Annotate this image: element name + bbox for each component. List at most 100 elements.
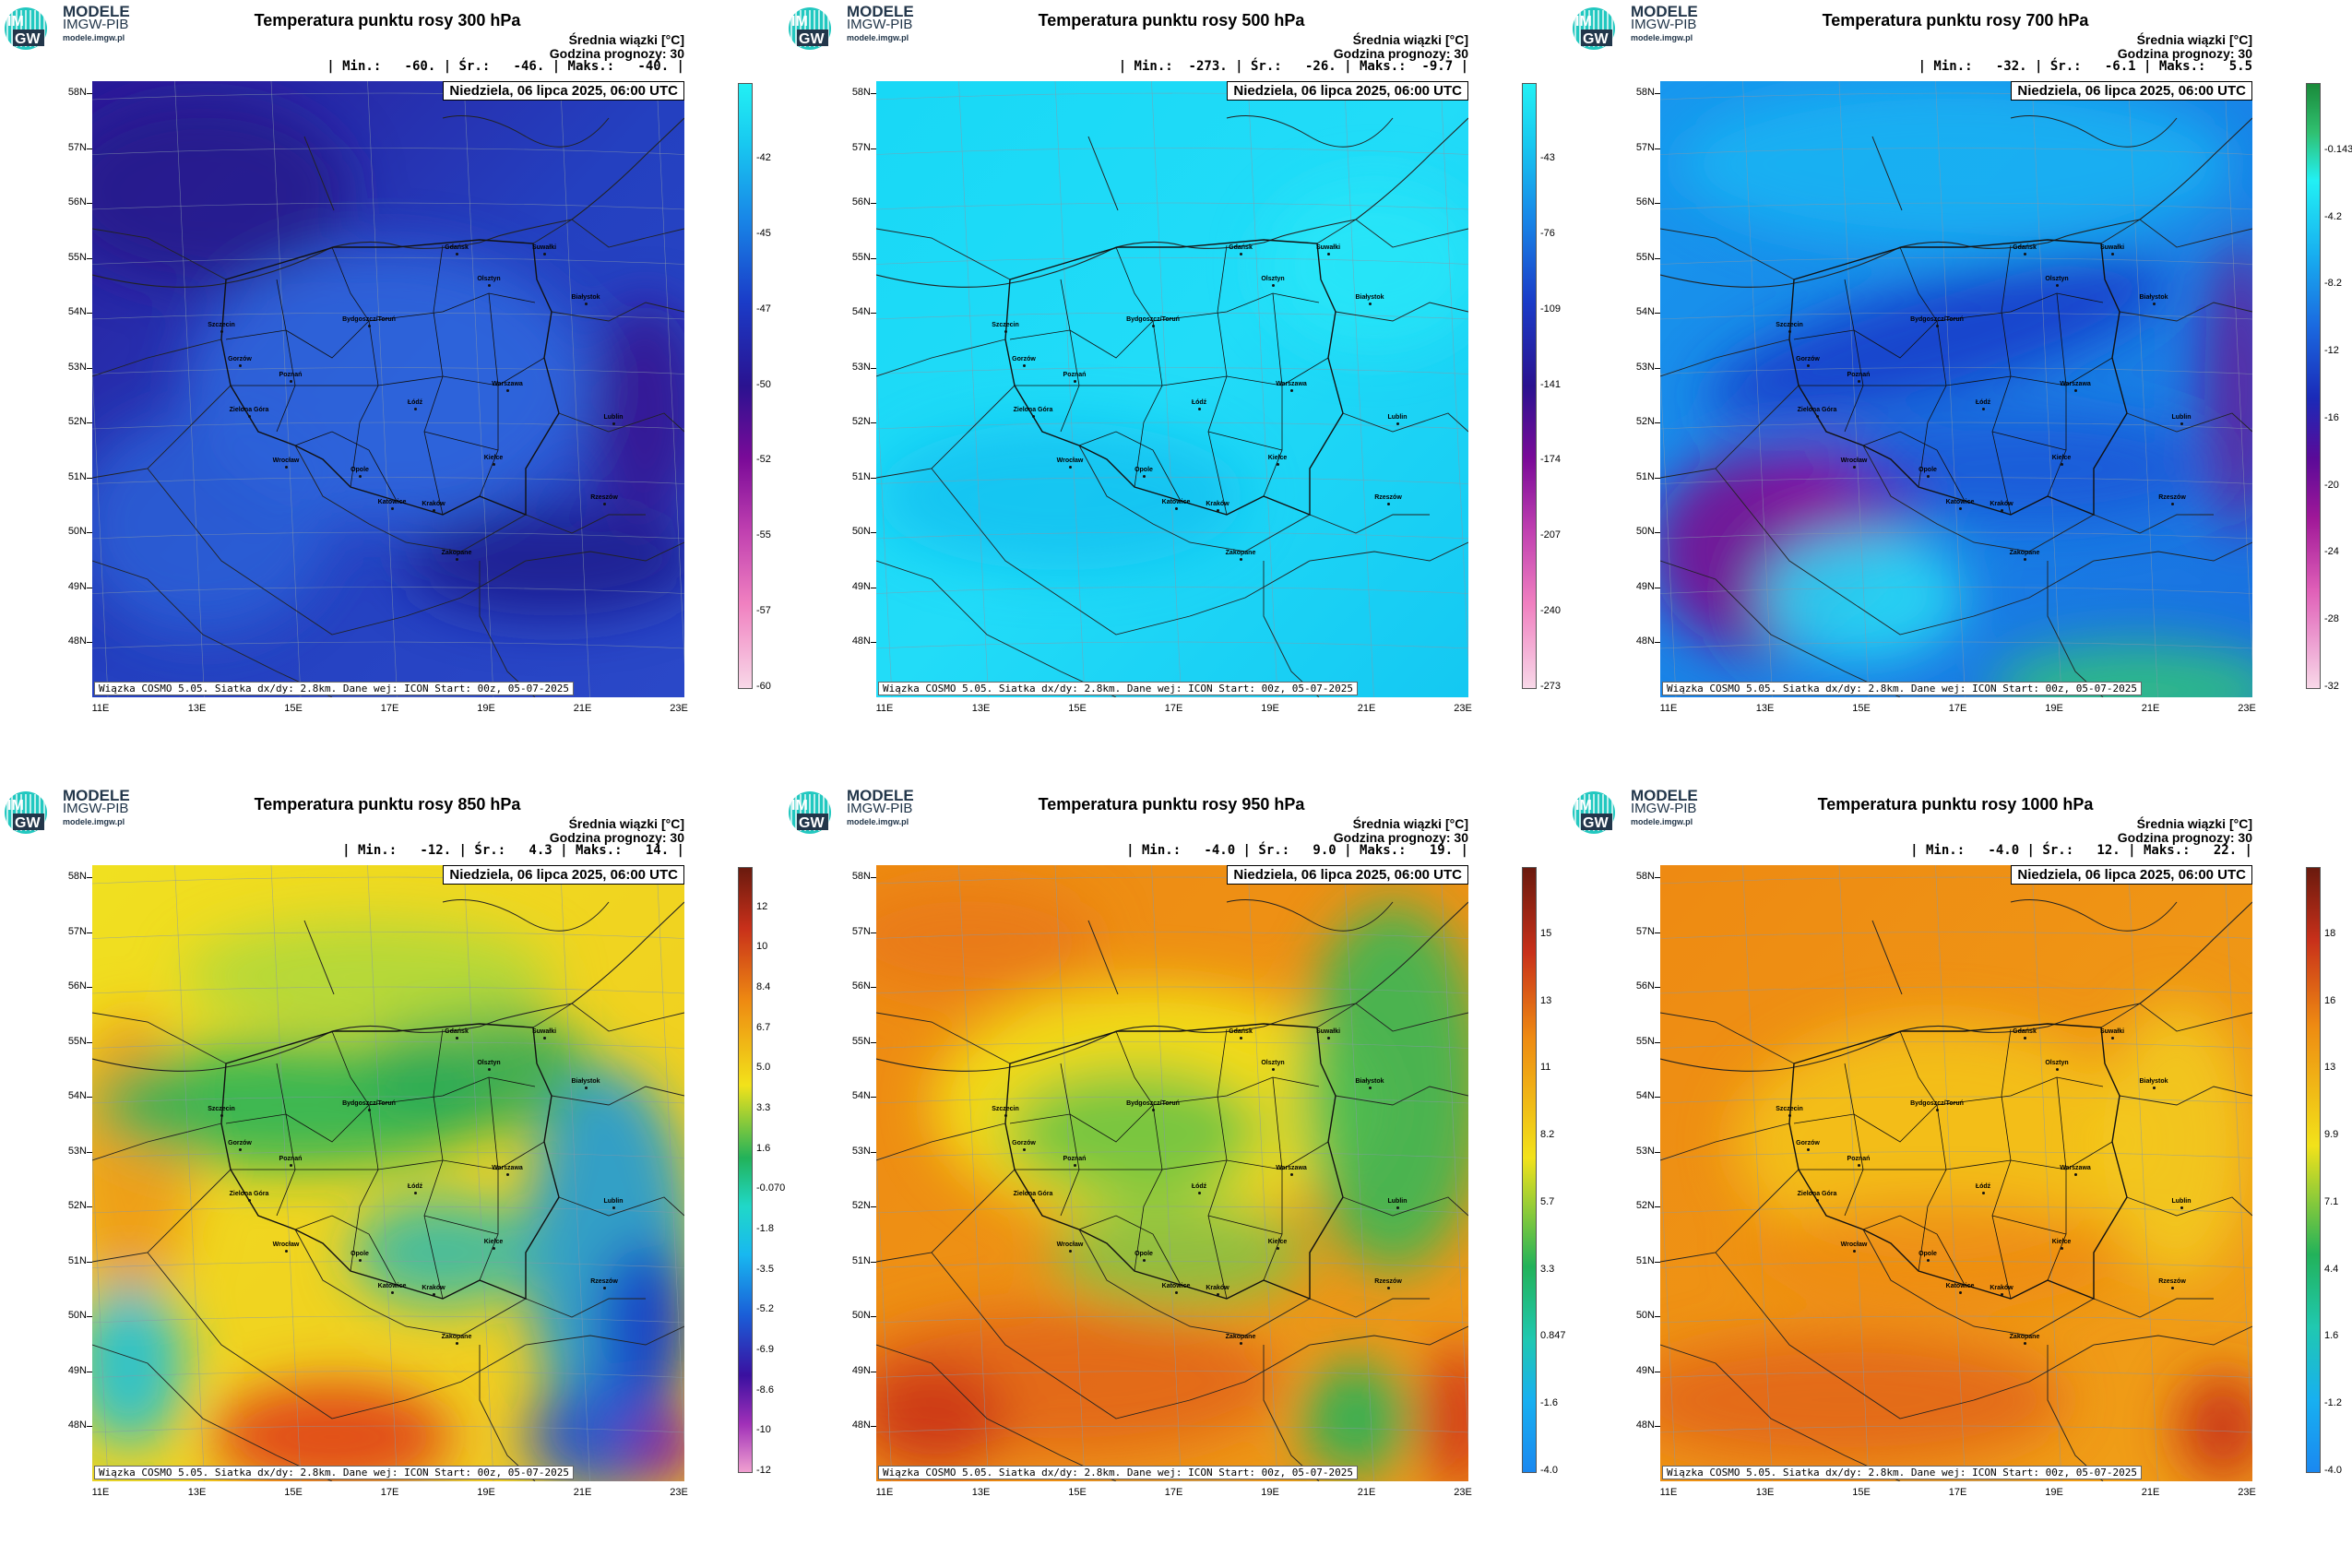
city-label: Katowice <box>377 499 407 505</box>
city-label: Szczecin <box>992 1106 1019 1112</box>
city-dot-icon <box>584 303 588 305</box>
colorbar-tick-label: 1.6 <box>756 1142 771 1154</box>
colorbar-tick-label: -16 <box>2324 411 2339 423</box>
lat-label: 58N <box>1635 871 1655 882</box>
forecast-hour: Godzina prognozy: 30 <box>549 830 684 845</box>
lat-label: 51N <box>67 470 87 482</box>
city-dot-icon <box>455 1342 458 1345</box>
city-label: Bydgoszcz/Toruń <box>342 316 396 323</box>
city-label: Gdańsk <box>445 244 469 251</box>
lat-tick <box>87 932 92 933</box>
colorbar-tick-label: -52 <box>756 454 771 466</box>
city-label: Suwałki <box>1315 244 1341 251</box>
city-marker: Wrocław <box>1057 1241 1084 1248</box>
city-marker: Kielce <box>484 1239 504 1245</box>
city-dot-icon <box>602 503 606 505</box>
logo-line3: modele.imgw.pl <box>1631 817 1693 826</box>
city-marker: Gorzów <box>228 356 252 362</box>
city-marker: Katowice <box>1946 1283 1975 1289</box>
city-marker: Poznań <box>1063 372 1087 378</box>
city-marker: Kielce <box>484 455 504 461</box>
logo-line1: MODELE <box>1631 3 1698 20</box>
city-marker: Katowice <box>1946 499 1975 505</box>
lon-label: 13E <box>1755 1487 1775 1498</box>
city-dot-icon <box>1271 284 1275 287</box>
lat-label: 56N <box>67 980 87 992</box>
city-marker: Łódź <box>408 1183 422 1190</box>
city-label: Kielce <box>483 1239 504 1245</box>
city-label: Suwałki <box>2099 244 2125 251</box>
colorbar-tick-label: -4.2 <box>2324 210 2342 222</box>
lon-label: 11E <box>91 703 110 714</box>
logo-line1: MODELE <box>63 787 130 804</box>
city-label: Warszawa <box>2060 381 2091 387</box>
forecast-hour: Godzina prognozy: 30 <box>1333 46 1468 61</box>
colorbar-tick-label: -1.2 <box>2324 1397 2342 1409</box>
city-label: Kraków <box>1206 501 1229 507</box>
colorbar-tick-label: 10 <box>756 941 768 953</box>
city-marker: Opole <box>1918 467 1937 473</box>
city-marker: Kielce <box>2052 455 2072 461</box>
lat-tick <box>87 1041 92 1043</box>
city-marker: Lublin <box>2172 1198 2192 1205</box>
city-label: Gorzów <box>1796 356 1820 362</box>
city-label: Lublin <box>603 1198 624 1205</box>
colorbar-tick-label: 0.847 <box>1540 1330 1566 1342</box>
city-marker: Zielona Góra <box>230 407 269 413</box>
lat-label: 50N <box>851 1310 871 1321</box>
city-marker: Szczecin <box>1776 1106 1803 1112</box>
city-marker: Bydgoszcz/Toruń <box>342 1100 396 1107</box>
colorbar <box>2306 83 2321 689</box>
colorbar-tick-label: -0.143 <box>2324 143 2352 155</box>
colorbar-tick-label: -141 <box>1540 378 1562 390</box>
city-dot-icon <box>2073 1173 2077 1176</box>
colorbar-tick-label: -76 <box>1540 227 1555 239</box>
lat-tick <box>87 1206 92 1207</box>
map-canvas: Niedziela, 06 lipca 2025, 06:00 UTC Wiąz… <box>92 865 684 1481</box>
logo-text: MODELE IMGW-PIB modele.imgw.pl <box>63 787 130 828</box>
lon-label: 21E <box>1357 1487 1376 1498</box>
colorbar-tick-label: -28 <box>2324 613 2339 625</box>
lat-tick <box>1655 1426 1660 1427</box>
colorbar-tick-label: -5.2 <box>756 1303 774 1315</box>
city-marker: Kielce <box>2052 1239 2072 1245</box>
city-marker: Poznań <box>279 372 303 378</box>
city-label: Opole <box>1134 467 1153 473</box>
city-dot-icon <box>2060 463 2063 466</box>
city-dot-icon <box>1239 253 1242 255</box>
lon-label: 19E <box>2045 703 2063 714</box>
colorbar <box>1522 83 1537 689</box>
lat-label: 53N <box>1635 1145 1655 1157</box>
colorbar-tick-label: 5.7 <box>1540 1195 1555 1207</box>
city-dot-icon <box>1386 1287 1390 1289</box>
city-dot-icon <box>284 1250 288 1253</box>
city-dot-icon <box>455 1037 458 1039</box>
colorbar-tick-label: 15 <box>1540 927 1552 939</box>
colorbar-tick-label: -4.0 <box>1540 1465 1558 1476</box>
city-marker: Wrocław <box>273 457 300 464</box>
colorbar-tick-label: -57 <box>756 605 771 617</box>
footer-note: Wiązka COSMO 5.05. Siatka dx/dy: 2.8km. … <box>878 682 1358 695</box>
panel-title: Temperatura punktu rosy 850 hPa <box>254 795 521 814</box>
imgw-logo-icon: IM GW <box>5 791 47 834</box>
colorbar-tick-label: 4.4 <box>2324 1263 2339 1275</box>
lat-label: 50N <box>67 1310 87 1321</box>
city-label: Olsztyn <box>1261 276 1285 282</box>
city-dot-icon <box>1386 503 1390 505</box>
city-label: Rzeszów <box>590 1278 618 1285</box>
city-marker: Suwałki <box>2100 1028 2124 1035</box>
lat-tick <box>871 642 876 643</box>
city-dot-icon <box>289 380 292 383</box>
logo-line1: MODELE <box>847 3 914 20</box>
city-marker: Lublin <box>2172 414 2192 421</box>
logo-badge-bottom: GW <box>15 31 41 47</box>
lat-label: 48N <box>1635 636 1655 647</box>
lon-label: 13E <box>971 1487 991 1498</box>
lat-tick <box>1655 1261 1660 1263</box>
city-dot-icon <box>284 466 288 469</box>
lat-label: 57N <box>67 925 87 937</box>
lat-tick <box>1655 877 1660 878</box>
panel-title: Temperatura punktu rosy 500 hPa <box>1038 11 1305 30</box>
city-marker: Zakopane <box>1226 1334 1256 1340</box>
city-dot-icon <box>1806 364 1810 367</box>
